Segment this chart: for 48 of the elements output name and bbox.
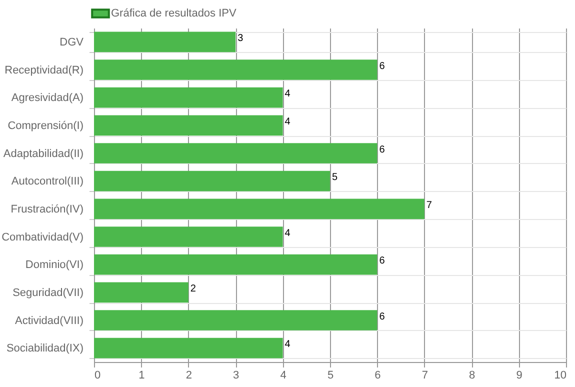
y-tick-label: DGV bbox=[60, 36, 84, 48]
bar bbox=[94, 143, 378, 164]
x-tick-label: 7 bbox=[422, 370, 428, 382]
x-tick-label: 4 bbox=[280, 370, 286, 382]
x-tick-label: 0 bbox=[94, 370, 101, 382]
x-tick-label: 3 bbox=[233, 370, 240, 382]
x-tick-label: 6 bbox=[374, 370, 381, 382]
y-tick-label: Seguridad(VII) bbox=[12, 286, 84, 299]
y-tick-label: Comprensión(I) bbox=[8, 120, 84, 132]
x-tick-label: 5 bbox=[327, 370, 334, 382]
bar bbox=[94, 310, 378, 330]
data-label: 5 bbox=[332, 172, 338, 184]
data-label: 4 bbox=[284, 88, 291, 100]
y-tick-label: Frustración(IV) bbox=[10, 203, 84, 216]
data-label: 6 bbox=[379, 311, 386, 322]
x-tick-label: 10 bbox=[554, 370, 566, 382]
y-tick-label: Agresividad(A) bbox=[11, 92, 84, 104]
y-tick-label: Adaptabilidad(II) bbox=[3, 148, 84, 160]
data-label: 6 bbox=[379, 144, 386, 156]
data-label: 6 bbox=[379, 256, 386, 267]
bar bbox=[94, 282, 188, 303]
bar bbox=[94, 198, 424, 220]
y-tick-label: Receptividad(R) bbox=[4, 64, 84, 76]
y-tick-label: Dominio(VI) bbox=[25, 259, 84, 272]
bar bbox=[94, 115, 283, 136]
data-label: 4 bbox=[284, 228, 291, 239]
data-label: 3 bbox=[238, 32, 244, 44]
bar bbox=[94, 226, 283, 247]
bar bbox=[94, 254, 378, 275]
legend-label: Gráfica de resultados IPV bbox=[111, 8, 238, 20]
y-tick-label: Autocontrol(III) bbox=[11, 176, 84, 188]
y-tick-label: Combatividad(V) bbox=[2, 231, 84, 244]
data-label: 4 bbox=[284, 116, 291, 128]
bar bbox=[94, 60, 378, 80]
x-tick-label: 9 bbox=[516, 370, 522, 382]
bar bbox=[94, 87, 283, 108]
bar bbox=[94, 338, 283, 358]
x-tick-label: 1 bbox=[138, 370, 145, 382]
x-tick-label: 2 bbox=[186, 370, 192, 382]
x-tick-label: 8 bbox=[469, 370, 476, 382]
y-tick-label: Sociabilidad(IX) bbox=[6, 342, 84, 355]
bar bbox=[94, 170, 330, 192]
y-tick-label: Actividad(VIII) bbox=[15, 314, 84, 327]
bar bbox=[94, 32, 236, 52]
data-label: 6 bbox=[379, 60, 386, 72]
data-label: 4 bbox=[284, 339, 291, 350]
data-label: 7 bbox=[426, 200, 432, 211]
data-label: 2 bbox=[190, 283, 196, 294]
